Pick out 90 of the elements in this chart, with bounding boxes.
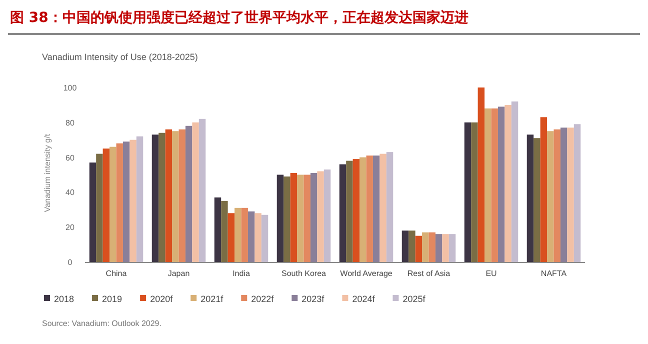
bar xyxy=(152,134,159,262)
bar xyxy=(422,232,429,262)
bar xyxy=(317,171,324,262)
bar xyxy=(346,160,353,262)
bar xyxy=(534,138,540,262)
bar xyxy=(96,154,103,262)
bar xyxy=(574,124,581,262)
bar xyxy=(547,131,554,262)
bar xyxy=(478,87,485,262)
bar xyxy=(221,200,228,262)
x-tick-label: EU xyxy=(486,269,498,278)
bar xyxy=(386,152,394,262)
bar xyxy=(136,136,144,262)
x-tick-label: World Average xyxy=(340,269,393,278)
y-tick-label: 60 xyxy=(66,153,75,162)
bar xyxy=(130,140,136,262)
bar xyxy=(158,132,166,262)
bar xyxy=(214,197,222,262)
bar xyxy=(464,122,472,262)
bar xyxy=(402,230,409,262)
x-tick-label: India xyxy=(232,269,250,278)
bar xyxy=(339,164,346,262)
bar xyxy=(435,234,442,262)
bar xyxy=(511,101,518,262)
bar xyxy=(554,129,560,262)
bar xyxy=(352,159,360,262)
bar xyxy=(290,173,298,262)
bar xyxy=(102,148,110,262)
bar xyxy=(228,213,235,262)
bar xyxy=(498,106,505,262)
bar xyxy=(192,122,199,262)
bar xyxy=(372,156,380,262)
bar xyxy=(471,122,478,262)
bar xyxy=(428,232,436,262)
legend-label: 2024f xyxy=(352,294,376,304)
bar xyxy=(122,142,130,262)
bar xyxy=(241,208,248,262)
chart-title: 图 38：中国的钒使用强度已经超过了世界平均水平，正在超发达国家迈进 xyxy=(10,9,468,26)
bar xyxy=(198,118,206,262)
bar xyxy=(254,213,262,262)
bar xyxy=(567,128,574,262)
bar xyxy=(380,154,386,262)
bar xyxy=(324,170,331,262)
legend-label: 2020f xyxy=(150,294,174,304)
bar xyxy=(408,230,416,262)
x-tick-label: Rest of Asia xyxy=(407,269,451,278)
x-tick-label: Japan xyxy=(168,269,190,278)
bar xyxy=(178,129,186,262)
bar xyxy=(526,134,534,262)
legend-label: 2023f xyxy=(302,294,325,304)
legend-label: 2021f xyxy=(200,294,224,304)
y-tick-label: 0 xyxy=(68,258,73,267)
bar xyxy=(165,129,172,262)
bar xyxy=(484,108,492,262)
chart-subtitle: Vanadium Intensity of Use (2018-2025) xyxy=(42,52,198,62)
bar xyxy=(304,174,310,262)
bar xyxy=(310,173,318,262)
bar xyxy=(116,143,123,262)
legend-label: 2022f xyxy=(251,294,274,304)
y-tick-label: 20 xyxy=(66,223,75,232)
y-axis-title: Vanadium intensity g/t xyxy=(43,133,52,212)
bar xyxy=(284,176,290,262)
bar xyxy=(442,234,449,262)
bar xyxy=(234,208,242,262)
x-tick-label: China xyxy=(106,269,128,278)
y-tick-label: 100 xyxy=(63,83,78,92)
bar xyxy=(366,156,373,262)
source-note: Source: Vanadium: Outlook 2029. xyxy=(42,319,162,328)
bar xyxy=(276,174,284,262)
x-tick-label: NAFTA xyxy=(540,269,568,278)
legend-label: 2025f xyxy=(402,294,426,304)
legend-label: 2019 xyxy=(102,294,122,304)
bar xyxy=(261,214,268,262)
bar xyxy=(448,234,456,262)
bar xyxy=(185,126,192,262)
bar xyxy=(491,108,498,262)
bar xyxy=(560,128,568,262)
bar xyxy=(248,211,255,262)
bar xyxy=(504,104,512,262)
bar xyxy=(89,162,96,262)
bar xyxy=(360,157,366,262)
bar xyxy=(110,146,116,262)
y-tick-label: 80 xyxy=(66,118,75,128)
legend-label: 2018 xyxy=(54,294,74,304)
bar xyxy=(297,174,304,262)
bar xyxy=(415,236,422,262)
bar xyxy=(540,117,548,262)
x-tick-label: South Korea xyxy=(282,269,327,278)
bar xyxy=(172,131,179,262)
y-tick-label: 40 xyxy=(66,188,75,198)
